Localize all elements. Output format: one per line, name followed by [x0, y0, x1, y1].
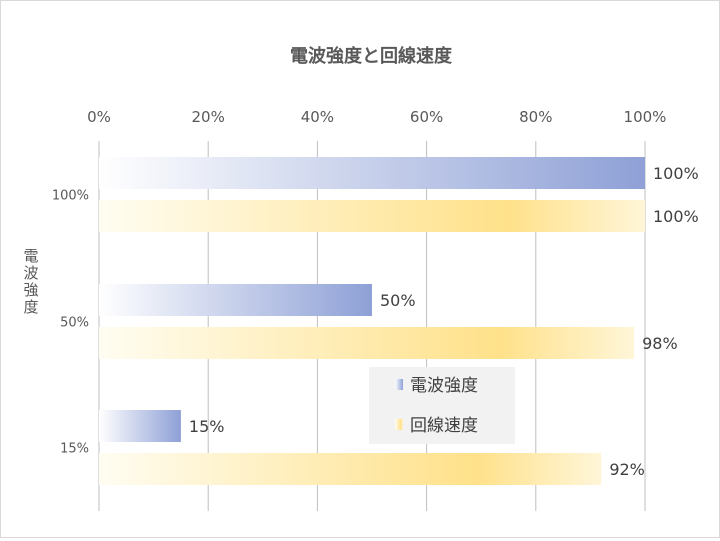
category-label: 50%: [60, 316, 89, 331]
legend-label: 電波強度: [410, 376, 478, 396]
x-tick-label: 0%: [87, 108, 111, 126]
data-label: 100%: [653, 164, 699, 183]
bars: 100% 100% 50% 98% 15% 92%: [99, 157, 699, 485]
data-label: 92%: [609, 460, 645, 479]
x-tick-label: 60%: [410, 108, 443, 126]
legend-box: [369, 367, 515, 444]
legend-swatch: [395, 419, 403, 430]
x-tick-label: 40%: [301, 108, 334, 126]
x-tick-label: 100%: [624, 108, 667, 126]
bar-speed: [99, 327, 635, 359]
category-label: 15%: [60, 442, 89, 457]
bar-speed: [99, 453, 602, 485]
bar-signal: [99, 157, 645, 189]
bar-speed: [99, 200, 645, 232]
x-tick-label: 20%: [192, 108, 225, 126]
y-axis-label: 電波強度: [23, 247, 38, 316]
x-axis-ticks: 0% 20% 40% 60% 80% 100%: [87, 108, 666, 126]
bar-signal: [99, 284, 372, 316]
y-axis-title: 電波強度: [23, 247, 38, 316]
legend-label: 回線速度: [410, 416, 478, 436]
data-label: 15%: [189, 417, 225, 436]
bar-signal: [99, 410, 181, 442]
legend-swatch: [395, 379, 403, 390]
chart-title: 電波強度と回線速度: [290, 45, 453, 67]
data-label: 50%: [380, 291, 416, 310]
category-label: 100%: [52, 189, 89, 204]
data-label: 100%: [653, 207, 699, 226]
x-tick-label: 80%: [519, 108, 552, 126]
data-label: 98%: [642, 334, 678, 353]
category-labels: 100% 50% 15%: [52, 189, 89, 457]
